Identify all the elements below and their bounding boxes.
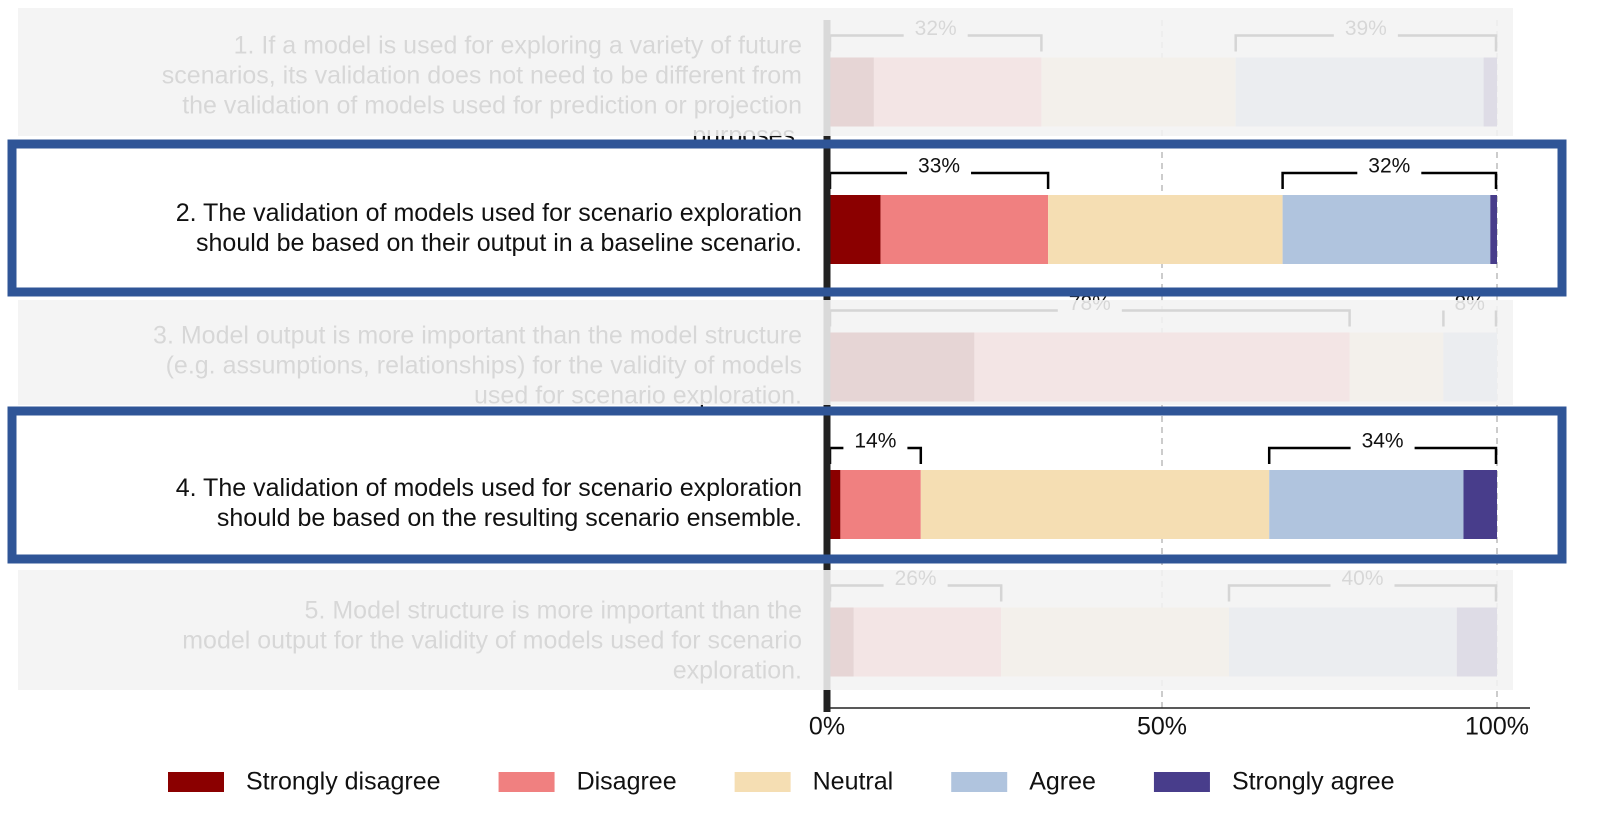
category-label: 2. The validation of models used for sce… — [176, 199, 802, 227]
legend-label: Neutral — [813, 768, 894, 796]
x-tick-label: 100% — [1465, 713, 1529, 741]
x-tick-label: 50% — [1137, 713, 1187, 741]
bar-segment — [827, 195, 881, 264]
bar-segment — [1048, 195, 1283, 264]
bar-segment — [1282, 195, 1491, 264]
legend-label: Strongly agree — [1232, 768, 1395, 796]
fade-overlay — [18, 8, 1513, 136]
bar-segment — [880, 195, 1049, 264]
fade-overlay — [18, 570, 1513, 690]
legend-swatch — [734, 772, 791, 792]
bar-segment — [840, 470, 921, 539]
bar-segment — [1490, 195, 1497, 264]
legend-label: Agree — [1029, 768, 1096, 796]
x-tick-label: 0% — [809, 713, 845, 741]
legend-label: Strongly disagree — [246, 768, 441, 796]
bar-segment — [920, 470, 1270, 539]
category-label: should be based on their output in a bas… — [196, 229, 802, 257]
legend-swatch — [1153, 772, 1210, 792]
category-label: should be based on the resulting scenari… — [217, 504, 802, 532]
legend-swatch — [951, 772, 1008, 792]
bracket-label: 34% — [1362, 430, 1404, 453]
fade-overlay — [18, 300, 1513, 405]
legend-label: Disagree — [577, 768, 677, 796]
highlight-box — [7, 139, 1567, 297]
legend-swatch — [168, 772, 224, 792]
bracket-label: 14% — [854, 430, 896, 453]
highlight-box — [7, 406, 1567, 564]
bracket-label: 32% — [1368, 155, 1410, 178]
bracket — [1281, 171, 1498, 189]
category-label: 4. The validation of models used for sce… — [176, 474, 802, 502]
legend-swatch — [498, 772, 555, 792]
bar-segment — [1269, 470, 1464, 539]
bracket — [1267, 446, 1498, 464]
bar-segment — [1463, 470, 1497, 539]
bracket-label: 33% — [918, 155, 960, 178]
